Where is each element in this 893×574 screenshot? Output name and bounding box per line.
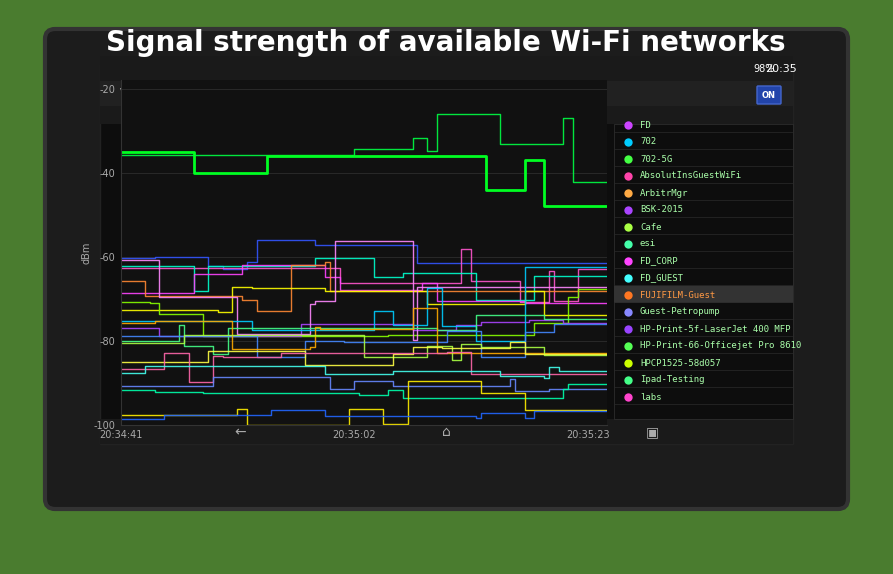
Text: ←: ← bbox=[234, 425, 246, 439]
Bar bbox=[614, 286, 793, 303]
Text: ON: ON bbox=[762, 91, 776, 99]
Y-axis label: dBm: dBm bbox=[81, 242, 91, 263]
Text: FD_CORP: FD_CORP bbox=[640, 257, 678, 266]
Text: SPEED: SPEED bbox=[328, 111, 353, 119]
Text: Guest-Petropump: Guest-Petropump bbox=[640, 308, 721, 316]
Text: Cafe: Cafe bbox=[640, 223, 662, 231]
Text: ⌂: ⌂ bbox=[442, 425, 450, 439]
Text: BSK-2015: BSK-2015 bbox=[640, 205, 683, 215]
Text: NETWORKS: NETWORKS bbox=[173, 111, 217, 119]
Text: ▣: ▣ bbox=[646, 425, 658, 439]
Text: AbsolutInsGuestWiFi: AbsolutInsGuestWiFi bbox=[640, 172, 742, 180]
Text: ArbitrMgr: ArbitrMgr bbox=[640, 188, 689, 197]
Bar bbox=[100, 81, 793, 106]
Text: CHANNELS: CHANNELS bbox=[222, 111, 263, 119]
Bar bbox=[100, 56, 793, 81]
Text: HPCP1525-58d057: HPCP1525-58d057 bbox=[640, 359, 721, 367]
Text: FD_GUEST: FD_GUEST bbox=[640, 273, 683, 282]
Text: 98%: 98% bbox=[754, 64, 775, 74]
Bar bbox=[100, 106, 793, 124]
Text: HP-Print-66-Officejet Pro 8610: HP-Print-66-Officejet Pro 8610 bbox=[640, 342, 801, 351]
Bar bbox=[614, 124, 793, 419]
Bar bbox=[100, 64, 793, 444]
Text: STRENGTH: STRENGTH bbox=[272, 111, 313, 119]
FancyBboxPatch shape bbox=[45, 29, 848, 509]
Bar bbox=[100, 419, 793, 444]
Text: CONNECTION: CONNECTION bbox=[125, 111, 176, 119]
Text: Signal strength of available Wi-Fi networks: Signal strength of available Wi-Fi netwo… bbox=[106, 29, 786, 57]
Text: HP-Print-5f-LaserJet 400 MFP: HP-Print-5f-LaserJet 400 MFP bbox=[640, 324, 790, 333]
Text: FUJIFILM-Guest: FUJIFILM-Guest bbox=[640, 290, 715, 300]
Text: Ipad-Testing: Ipad-Testing bbox=[640, 375, 705, 385]
Text: 20:35: 20:35 bbox=[765, 64, 797, 74]
Text: 702-5G: 702-5G bbox=[640, 154, 672, 164]
Text: esi: esi bbox=[640, 239, 656, 249]
Text: Wi-Fi Monitoring: Wi-Fi Monitoring bbox=[120, 87, 237, 99]
Text: 702: 702 bbox=[640, 138, 656, 146]
Text: FD: FD bbox=[640, 121, 651, 130]
FancyBboxPatch shape bbox=[757, 86, 781, 104]
Text: labs: labs bbox=[640, 393, 662, 401]
